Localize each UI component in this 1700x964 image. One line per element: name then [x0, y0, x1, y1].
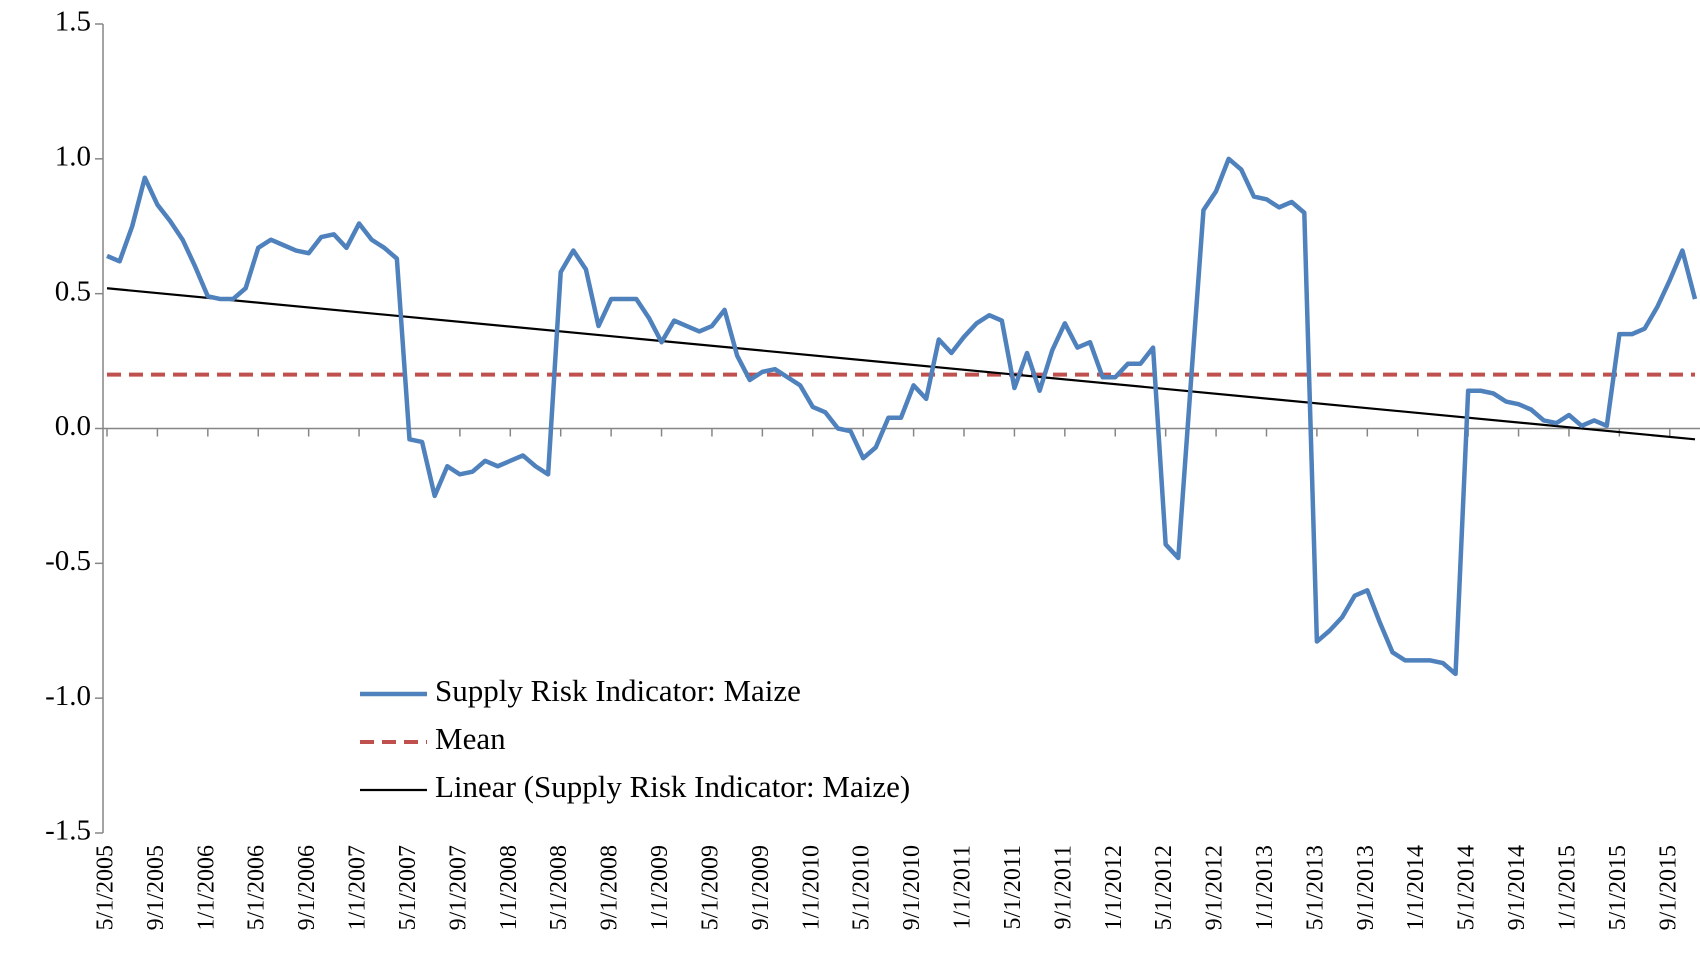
x-tick-label: 9/1/2011	[1050, 845, 1076, 929]
legend-label: Mean	[435, 721, 506, 756]
x-tick-label: 5/1/2014	[1454, 845, 1480, 930]
y-tick-label: 1.0	[55, 140, 91, 172]
legend-label: Supply Risk Indicator: Maize	[435, 673, 801, 708]
x-tick-label: 9/1/2012	[1202, 845, 1228, 930]
x-tick-label: 9/1/2005	[143, 845, 169, 930]
x-tick-label: 9/1/2008	[597, 845, 623, 930]
x-tick-label: 1/1/2007	[345, 845, 371, 930]
x-tick-label: 5/1/2006	[244, 845, 270, 930]
x-tick-label: 5/1/2009	[697, 845, 723, 930]
x-tick-label: 1/1/2015	[1554, 845, 1580, 930]
x-tick-label: 1/1/2014	[1403, 845, 1429, 930]
series-line	[106, 156, 1698, 677]
x-tick-label: 9/1/2014	[1504, 845, 1530, 930]
x-tick-label: 5/1/2007	[395, 845, 421, 930]
x-tick-label: 9/1/2006	[294, 845, 320, 930]
x-tick-label: 1/1/2008	[496, 845, 522, 930]
x-tick-label: 9/1/2010	[899, 845, 925, 930]
x-tick-label: 5/1/2015	[1605, 845, 1631, 930]
x-tick-label: 5/1/2008	[546, 845, 572, 930]
x-tick-label: 5/1/2005	[93, 845, 119, 930]
y-tick-label: -1.0	[45, 680, 91, 712]
y-tick-label: 1.5	[55, 6, 91, 38]
x-tick-label: 9/1/2007	[445, 845, 471, 930]
x-tick-label: 1/1/2009	[647, 845, 673, 930]
y-tick-label: -0.5	[45, 545, 91, 577]
x-tick-label: 5/1/2010	[849, 845, 875, 930]
x-tick-label: 9/1/2009	[748, 845, 774, 930]
x-tick-label: 9/1/2015	[1655, 845, 1681, 930]
legend-label: Linear (Supply Risk Indicator: Maize)	[435, 769, 910, 804]
x-tick-label: 1/1/2011	[950, 845, 976, 929]
y-tick-label: 0.0	[55, 410, 91, 442]
trend-line	[106, 287, 1696, 441]
x-tick-label: 5/1/2012	[1151, 845, 1177, 930]
x-tick-label: 5/1/2013	[1302, 845, 1328, 930]
x-tick-label: 1/1/2010	[798, 845, 824, 930]
x-tick-label: 1/1/2006	[193, 845, 219, 930]
x-tick-label: 9/1/2013	[1353, 845, 1379, 930]
y-tick-label: 0.5	[55, 275, 91, 307]
y-tick-label: -1.5	[45, 815, 91, 847]
x-tick-label: 1/1/2012	[1101, 845, 1127, 930]
x-tick-label: 1/1/2013	[1252, 845, 1278, 930]
x-tick-label: 5/1/2011	[1000, 845, 1026, 929]
